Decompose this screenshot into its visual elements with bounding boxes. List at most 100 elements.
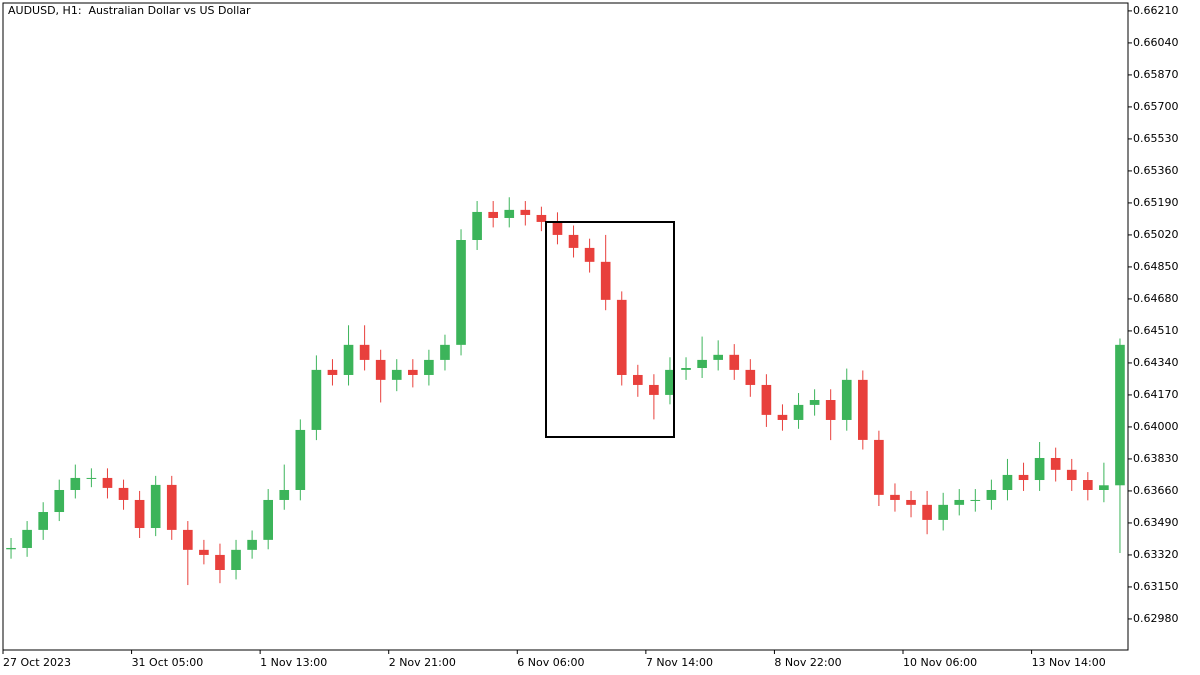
candle-body xyxy=(166,484,177,530)
candle-body xyxy=(408,369,418,375)
x-tick-label: 10 Nov 06:00 xyxy=(903,656,977,669)
candle-body xyxy=(552,221,563,235)
y-tick-label: 0.64510 xyxy=(1133,324,1179,337)
candle-body xyxy=(841,379,852,420)
candle-body xyxy=(247,539,257,550)
y-tick-label: 0.63830 xyxy=(1133,452,1179,465)
candle-body xyxy=(472,211,482,241)
candle-body xyxy=(456,240,466,345)
candle-body xyxy=(745,369,756,385)
candle-body xyxy=(150,484,161,529)
y-tick-label: 0.64340 xyxy=(1133,356,1179,369)
candle-body xyxy=(1018,474,1029,481)
candle-body xyxy=(311,369,322,430)
candle-body xyxy=(199,549,209,555)
y-tick-label: 0.64680 xyxy=(1133,292,1179,305)
x-tick-label: 6 Nov 06:00 xyxy=(517,656,584,669)
y-tick-label: 0.66210 xyxy=(1133,4,1179,17)
candle-body xyxy=(536,214,547,222)
candle-body xyxy=(391,369,402,380)
candle-body xyxy=(520,209,531,215)
candle-body xyxy=(488,211,498,218)
candle-body xyxy=(70,477,81,490)
candle-body xyxy=(102,477,113,488)
candle-body xyxy=(681,368,691,370)
candle-body xyxy=(22,529,32,548)
x-tick-label: 8 Nov 22:00 xyxy=(774,656,841,669)
y-tick-label: 0.65870 xyxy=(1133,68,1179,81)
candle-body xyxy=(118,487,129,500)
x-tick-label: 31 Oct 05:00 xyxy=(132,656,204,669)
candle-body xyxy=(6,547,16,550)
candle-body xyxy=(54,489,65,513)
candle-body xyxy=(809,400,820,405)
candle-body xyxy=(424,359,434,375)
candle-body xyxy=(1066,469,1077,481)
candle-body xyxy=(134,499,145,529)
candle-body xyxy=(38,512,48,530)
candle-body xyxy=(1034,457,1045,481)
candle-body xyxy=(874,439,884,495)
y-tick-label: 0.62980 xyxy=(1133,612,1179,625)
candle-body xyxy=(777,414,788,420)
candle-body xyxy=(665,369,675,395)
y-tick-label: 0.63490 xyxy=(1133,516,1179,529)
candle-body xyxy=(970,499,981,501)
candle-body xyxy=(761,384,772,415)
x-tick-label: 13 Nov 14:00 xyxy=(1032,656,1106,669)
y-tick-label: 0.65020 xyxy=(1133,228,1179,241)
candle-body xyxy=(1002,474,1013,490)
candle-body xyxy=(713,354,723,360)
plot-frame xyxy=(2,2,1129,651)
candle-body xyxy=(86,477,97,479)
candle-body xyxy=(343,344,354,375)
candle-body xyxy=(1083,480,1093,490)
candle-body xyxy=(890,494,900,500)
y-tick-label: 0.65190 xyxy=(1133,196,1179,209)
candle-body xyxy=(954,499,965,505)
candle-body xyxy=(600,261,611,300)
x-tick-label: 27 Oct 2023 xyxy=(3,656,71,669)
y-tick-label: 0.63320 xyxy=(1133,548,1179,561)
y-tick-label: 0.65530 xyxy=(1133,132,1179,145)
candle-body xyxy=(1115,344,1125,486)
x-tick-label: 7 Nov 14:00 xyxy=(646,656,713,669)
candle-body xyxy=(858,379,868,440)
y-tick-label: 0.65360 xyxy=(1133,164,1179,177)
candle-body xyxy=(697,359,707,369)
candle-body xyxy=(279,489,290,500)
candle-body xyxy=(938,504,948,520)
candle-body xyxy=(215,554,225,570)
candle-body xyxy=(295,429,306,490)
candle-body xyxy=(327,369,338,375)
candle-body xyxy=(1050,457,1061,470)
candle-body xyxy=(359,344,370,360)
candle-body xyxy=(375,359,386,380)
highlight-box xyxy=(545,221,675,438)
candle-body xyxy=(504,209,515,218)
candle-body xyxy=(633,374,643,385)
y-tick-label: 0.64000 xyxy=(1133,420,1179,433)
candle-body xyxy=(906,499,916,505)
x-tick-label: 1 Nov 13:00 xyxy=(260,656,327,669)
chart-title: AUDUSD, H1: Australian Dollar vs US Doll… xyxy=(8,4,251,17)
candle-body xyxy=(922,504,932,520)
candle-body xyxy=(986,489,997,500)
candle-body xyxy=(616,299,627,375)
candle-body xyxy=(568,234,579,248)
candles xyxy=(6,197,1125,586)
y-tick-label: 0.65700 xyxy=(1133,100,1179,113)
candle-body xyxy=(729,354,740,370)
candle-body xyxy=(440,344,450,360)
candle-body xyxy=(231,549,241,570)
candle-body xyxy=(263,499,273,540)
y-tick-label: 0.63150 xyxy=(1133,580,1179,593)
candle-body xyxy=(584,247,595,262)
y-tick-label: 0.64170 xyxy=(1133,388,1179,401)
y-tick-label: 0.66040 xyxy=(1133,36,1179,49)
x-tick-label: 2 Nov 21:00 xyxy=(389,656,456,669)
candle-body xyxy=(793,404,804,420)
candle-body xyxy=(649,384,659,395)
candle-body xyxy=(183,529,193,550)
